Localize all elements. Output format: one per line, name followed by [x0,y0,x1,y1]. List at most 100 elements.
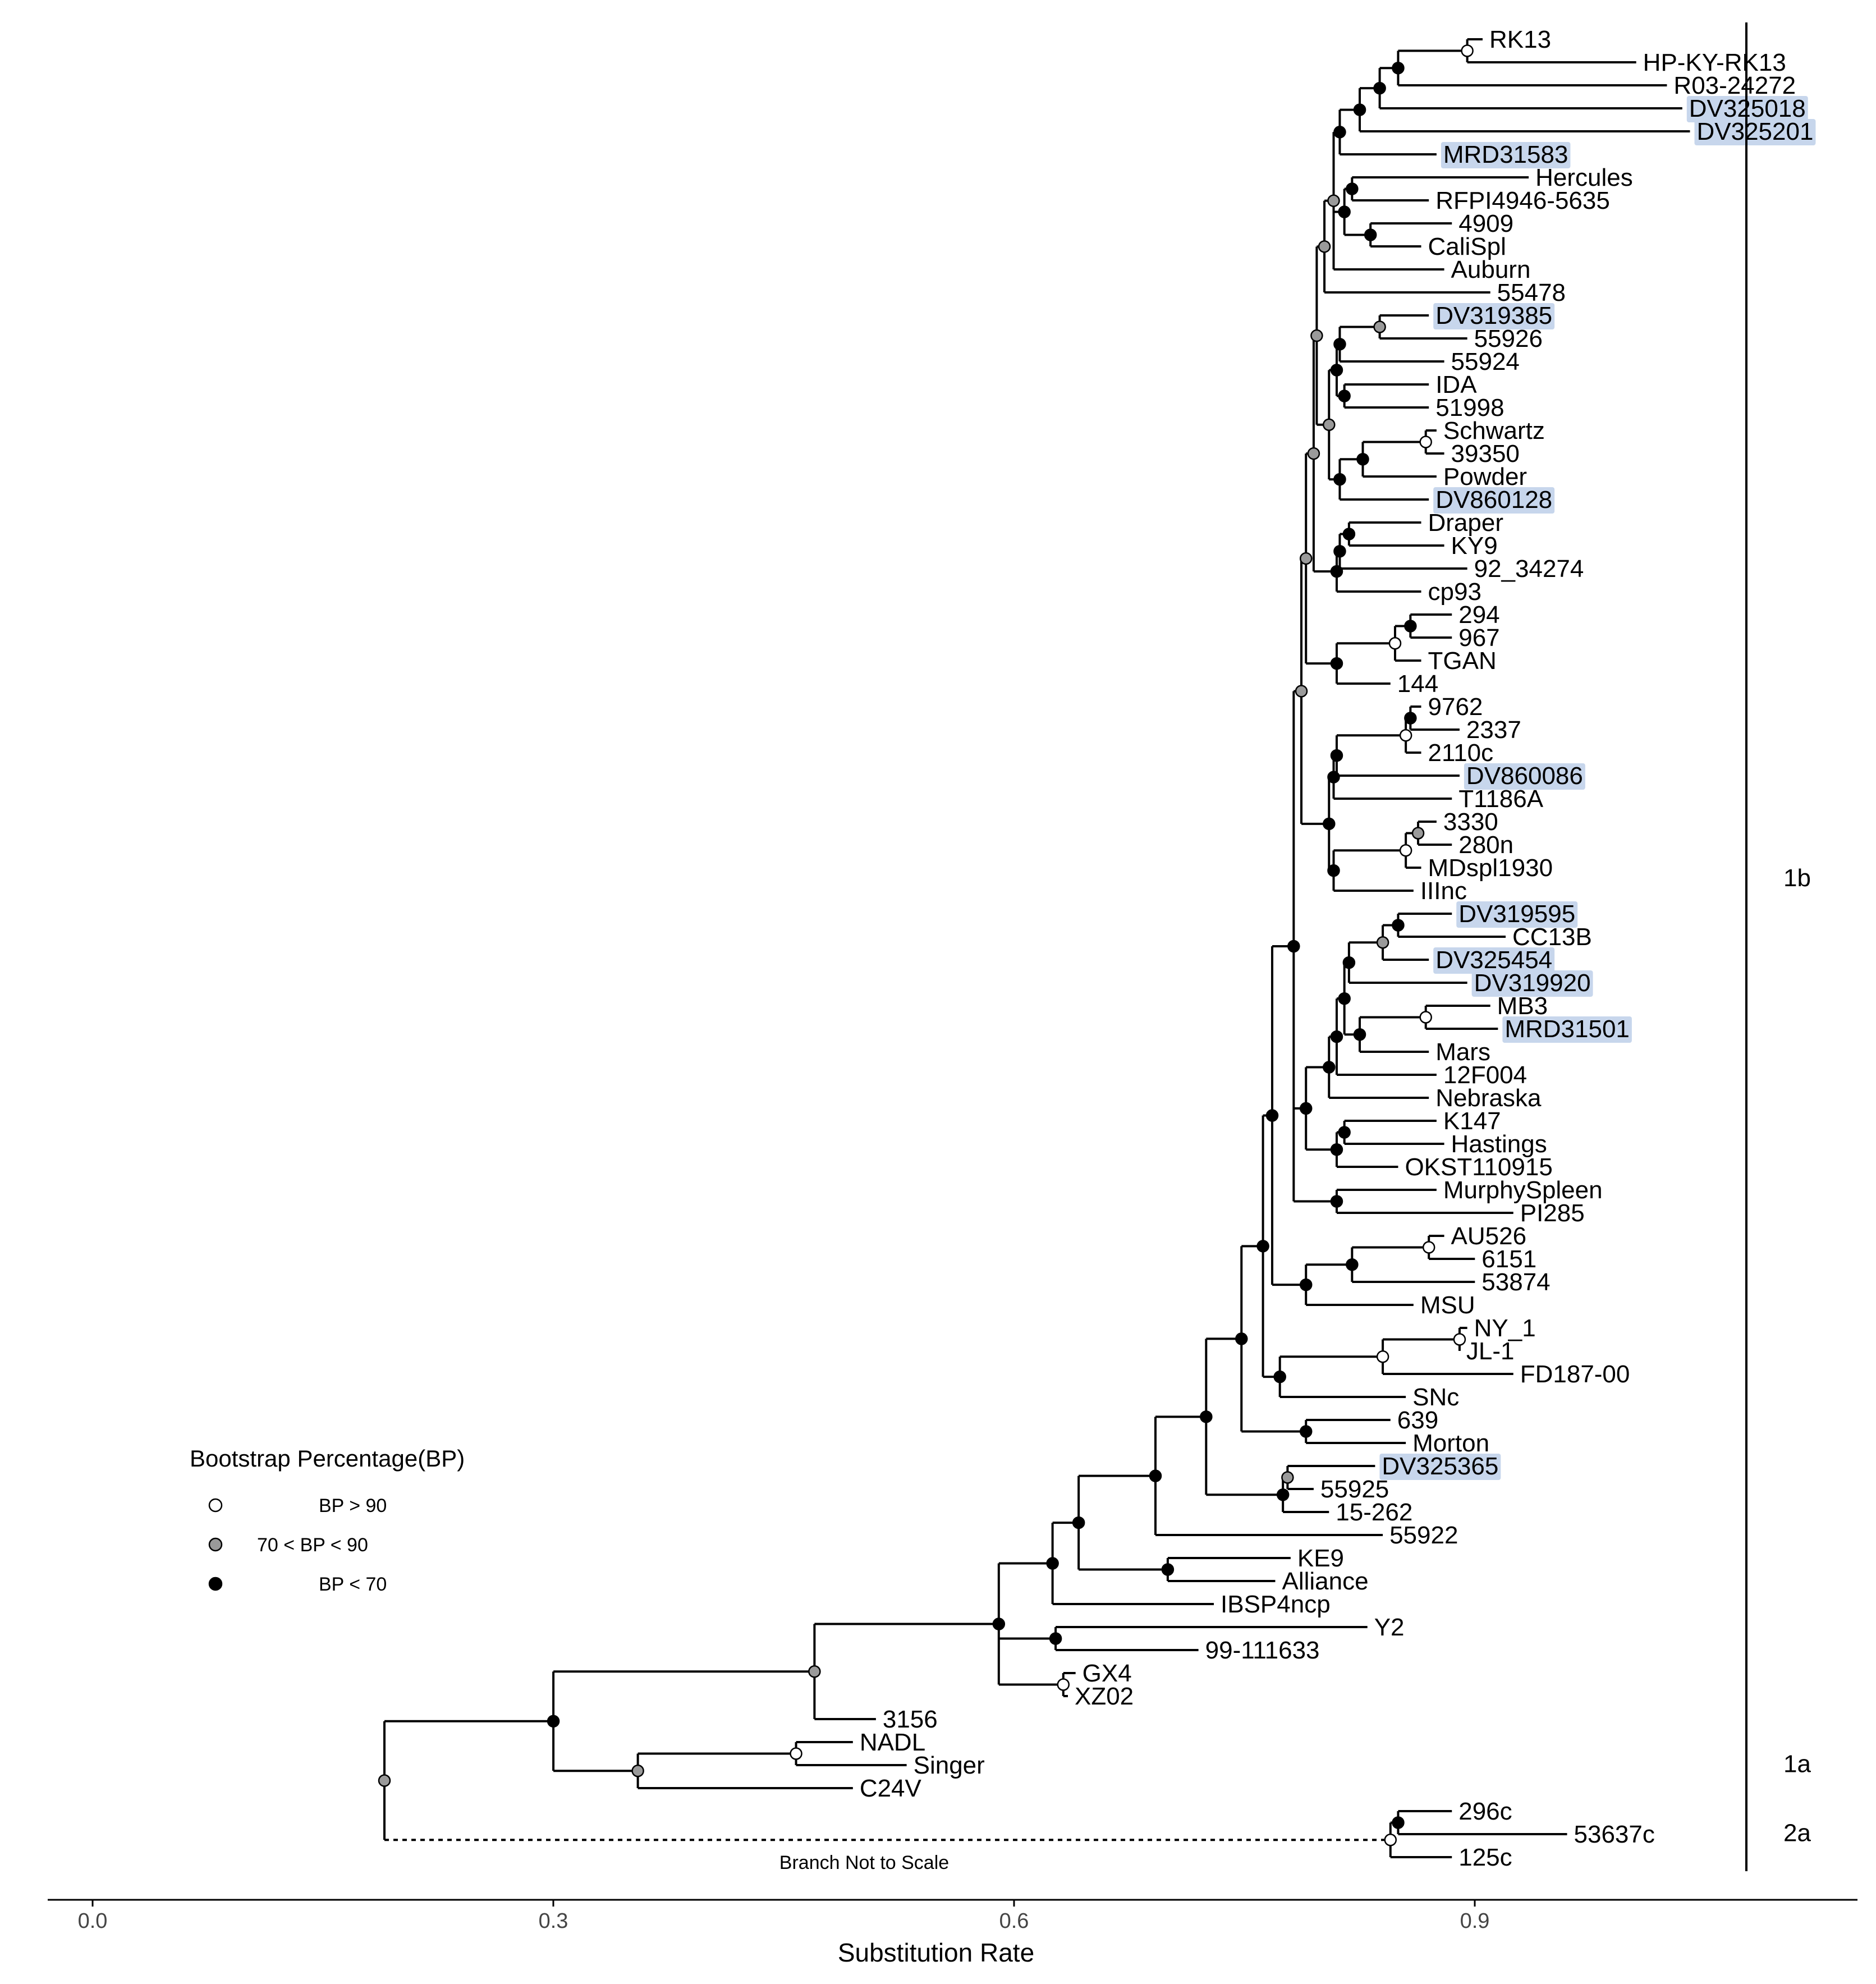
bootstrap-node-high [1419,1011,1432,1024]
tip-label-morton: Morton [1412,1429,1489,1457]
tip-label-schwartz: Schwartz [1443,417,1545,445]
bootstrap-node-low [1338,992,1351,1005]
bootstrap-node-mid [378,1774,391,1787]
tip-label-53637c: 53637c [1574,1821,1655,1848]
tip-label-53874: 53874 [1481,1268,1550,1296]
tip-label-ky9: KY9 [1451,532,1498,560]
clade-label-2a: 2a [1783,1820,1811,1847]
bootstrap-node-mid [631,1765,644,1777]
bootstrap-node-mid [808,1665,821,1678]
bootstrap-node-mid [1411,827,1425,840]
bootstrap-node-high [1384,1834,1397,1846]
bootstrap-node-low [1235,1332,1248,1345]
tip-label-nadl: NADL [860,1729,925,1756]
tip-highlight [1433,947,1555,974]
tip-label-gx4: GX4 [1083,1660,1132,1687]
bootstrap-node-low [1330,749,1343,762]
legend-label-mid: 70 < BP < 90 [257,1534,368,1556]
tip-label-singer: Singer [914,1752,985,1779]
bootstrap-node-low [1049,1632,1062,1645]
tip-label-t1186a: T1186A [1458,785,1543,813]
bootstrap-node-low [1256,1240,1269,1253]
tip-label-55478: 55478 [1497,279,1566,306]
legend-swatch-high [208,1498,223,1513]
tip-label-ke9: KE9 [1297,1545,1344,1572]
bootstrap-node-mid [1310,329,1323,342]
tip-label-y2: Y2 [1374,1614,1405,1641]
bootstrap-node-low [1338,205,1351,218]
tip-label-mb3: MB3 [1497,992,1548,1020]
bootstrap-node-low [1364,228,1377,241]
bootstrap-node-high [1376,1350,1389,1363]
tip-highlight [1502,1016,1632,1043]
tip-label-mrd31501: MRD31501 [1505,1015,1630,1043]
bootstrap-node-low [1342,528,1356,540]
x-tick-label-3: 0.9 [1460,1909,1490,1933]
bootstrap-node-low [1338,1126,1351,1139]
tip-label-auburn: Auburn [1451,256,1531,283]
bootstrap-node-low [1265,1109,1279,1122]
tip-label-okst110915: OKST110915 [1405,1153,1552,1181]
legend-swatch-mid [208,1537,223,1552]
tip-label-dv319920: DV319920 [1474,969,1591,997]
bootstrap-node-low [1323,817,1336,831]
tip-label-967: 967 [1458,624,1499,652]
bootstrap-node-low [1353,1028,1366,1041]
bootstrap-node-high [1399,729,1412,742]
tip-label-296c: 296c [1458,1798,1512,1825]
x-axis: 0.0 0.3 0.6 0.9 Substitution Rate [48,1899,1857,1967]
bootstrap-node-low [1323,1061,1336,1074]
bootstrap-node-mid [1318,240,1331,253]
tip-label-hercules: Hercules [1535,164,1633,191]
bootstrap-node-low [1338,390,1351,402]
bootstrap-node-low [1346,1258,1359,1271]
bootstrap-node-low [1330,1143,1343,1156]
tip-highlight [1441,142,1571,168]
bootstrap-node-low [1356,453,1369,466]
tip-label-rk13: RK13 [1489,26,1551,53]
tip-label-144: 144 [1397,670,1438,698]
tip-label-2337: 2337 [1466,716,1521,744]
tip-label-cc13b: CC13B [1512,923,1592,951]
bootstrap-node-high [1399,844,1412,857]
tip-label-mrd31583: MRD31583 [1443,141,1568,168]
legend-label-high: BP > 90 [319,1495,387,1516]
bootstrap-node-high [1057,1678,1070,1691]
tip-label-6151: 6151 [1481,1245,1536,1273]
bootstrap-node-low [1333,338,1346,351]
tip-label-k147: K147 [1443,1107,1501,1135]
bootstrap-node-low [1330,364,1343,377]
bootstrap-node-mid [1281,1471,1294,1484]
bootstrap-node-low [1330,565,1343,578]
tip-highlight [1433,487,1555,514]
tip-label-nebraska: Nebraska [1435,1084,1542,1112]
tip-label-99-111633: 99-111633 [1205,1637,1320,1664]
tip-label-alliance: Alliance [1282,1568,1368,1595]
tip-label-powder: Powder [1443,463,1527,491]
bootstrap-node-high [790,1747,802,1760]
tip-label-ny-1: NY_1 [1474,1314,1536,1342]
tip-label-dv319595: DV319595 [1458,900,1575,928]
bootstrap-node-low [1404,712,1417,725]
bootstrap-node-low [1149,1469,1162,1482]
tip-label-51998: 51998 [1435,394,1504,421]
tip-highlight [1379,1454,1501,1480]
tip-label-jl-1: JL-1 [1466,1337,1515,1365]
tip-label-280n: 280n [1458,831,1513,859]
tip-label-au526: AU526 [1451,1222,1527,1250]
bootstrap-node-high [1422,1241,1435,1254]
tip-label-pi285: PI285 [1520,1199,1585,1227]
x-tick-label-1: 0.3 [539,1909,568,1933]
bootstrap-node-low [1333,545,1346,558]
bootstrap-node-mid [1299,552,1313,565]
x-tick-label-2: 0.6 [999,1909,1029,1933]
tip-label-cp93: cp93 [1428,578,1481,606]
bootstrap-node-high [1461,44,1474,57]
legend-label-low: BP < 70 [319,1574,387,1595]
bootstrap-node-mid [1373,320,1386,333]
bootstrap-node-high [1453,1333,1466,1346]
tip-label-dv325365: DV325365 [1382,1453,1498,1480]
x-axis-title: Substitution Rate [838,1938,1034,1967]
bootstrap-node-low [1330,657,1343,670]
